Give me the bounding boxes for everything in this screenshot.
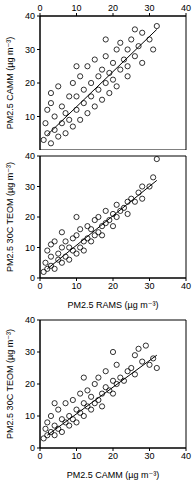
svg-text:30: 30 — [25, 182, 35, 192]
svg-text:40: 40 — [181, 3, 188, 13]
svg-text:20: 20 — [108, 3, 118, 13]
svg-text:20: 20 — [108, 451, 118, 461]
svg-text:10: 10 — [25, 411, 35, 421]
svg-text:30: 30 — [25, 347, 35, 357]
svg-text:10: 10 — [71, 281, 81, 291]
svg-text:40: 40 — [181, 451, 188, 461]
svg-text:PM2.5 30C TEOM (µg m⁻³): PM2.5 30C TEOM (µg m⁻³) — [8, 162, 15, 272]
svg-text:PM2.5 CAMM (µg m⁻³): PM2.5 CAMM (µg m⁻³) — [67, 470, 159, 480]
svg-text:40: 40 — [25, 151, 35, 161]
svg-text:10: 10 — [25, 243, 35, 253]
svg-text:10: 10 — [71, 3, 81, 13]
svg-text:0: 0 — [37, 3, 42, 13]
svg-text:0: 0 — [37, 451, 42, 461]
svg-text:PM2.5 RAMS (µg m⁻³): PM2.5 RAMS (µg m⁻³) — [68, 300, 159, 310]
svg-text:0: 0 — [37, 281, 42, 291]
svg-text:30: 30 — [144, 3, 154, 13]
svg-text:40: 40 — [181, 281, 188, 291]
svg-text:20: 20 — [108, 281, 118, 291]
svg-text:30: 30 — [144, 451, 154, 461]
svg-text:20: 20 — [25, 212, 35, 222]
svg-text:10: 10 — [25, 112, 35, 122]
svg-text:30: 30 — [25, 45, 35, 55]
svg-text:20: 20 — [25, 78, 35, 88]
svg-text:0: 0 — [30, 273, 35, 283]
svg-text:PM2.5 CAMM (µg m⁻³): PM2.5 CAMM (µg m⁻³) — [8, 37, 15, 129]
svg-text:0: 0 — [30, 443, 35, 453]
svg-text:40: 40 — [25, 11, 35, 21]
svg-text:30: 30 — [144, 281, 154, 291]
svg-text:PM2.5 30C TEOM (µg m⁻³): PM2.5 30C TEOM (µg m⁻³) — [8, 329, 15, 439]
svg-text:10: 10 — [71, 451, 81, 461]
svg-text:40: 40 — [25, 315, 35, 325]
svg-text:20: 20 — [25, 379, 35, 389]
